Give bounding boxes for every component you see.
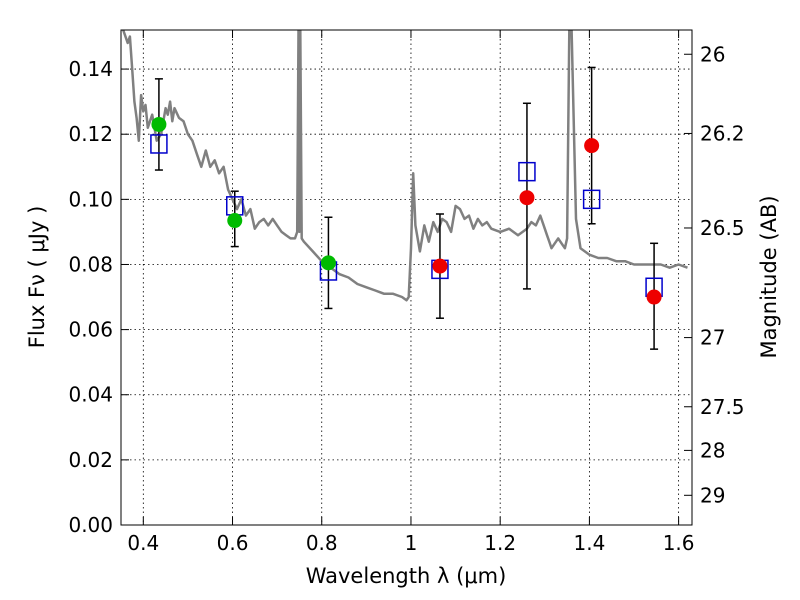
axis-ticks <box>121 30 692 526</box>
y-tick-label: 0.10 <box>68 187 113 211</box>
y-tick-label: 0.14 <box>68 57 113 81</box>
observed-flux-point <box>519 190 535 206</box>
x-axis-label: Wavelength λ (μm) <box>306 564 507 588</box>
model-photometry-point <box>582 189 601 210</box>
x-tick-labels: 0.4 0.6 0.8 1 1.2 1.4 1.6 <box>127 531 694 555</box>
y-tick-label: 0.06 <box>68 318 113 342</box>
magnitude-tick-label: 27.5 <box>700 395 745 419</box>
magnitude-tick-label: 27 <box>700 326 725 350</box>
y-tick-label: 0.02 <box>68 448 113 472</box>
y-tick-label: 0.12 <box>68 122 113 146</box>
observed-flux-point <box>320 255 336 271</box>
magnitude-tick-labels: 26 26.2 26.5 27 27.5 28 29 <box>700 42 745 507</box>
x-tick-label: 1.2 <box>484 531 516 555</box>
observed-flux-point <box>151 116 167 132</box>
x-tick-label: 1.4 <box>573 531 605 555</box>
observed-flux-markers <box>151 116 662 305</box>
observed-flux-point <box>584 138 600 154</box>
x-tick-label: 0.6 <box>217 531 249 555</box>
magnitude-tick-label: 29 <box>700 483 725 507</box>
model-spectrum-line <box>122 30 688 302</box>
y-tick-label: 0.04 <box>68 383 113 407</box>
y-tick-label: 0.00 <box>68 513 113 537</box>
magnitude-tick-label: 26.2 <box>700 121 745 145</box>
model-spectrum <box>122 30 688 302</box>
magnitude-tick-label: 28 <box>700 438 725 462</box>
y2-axis-label: Magnitude (AB) <box>757 195 781 358</box>
y-axis-label: Flux Fν ( μJy ) <box>25 206 49 349</box>
model-photometry-point <box>518 161 536 182</box>
x-tick-label: 1.6 <box>663 531 695 555</box>
x-tick-label: 1 <box>405 531 418 555</box>
x-tick-label: 0.8 <box>306 531 338 555</box>
grid <box>121 30 692 525</box>
model-photometry-point <box>150 134 168 154</box>
y-tick-labels: 0.00 0.02 0.04 0.06 0.08 0.10 0.12 0.14 <box>68 57 113 537</box>
observed-flux-point <box>646 289 662 305</box>
observed-flux-point <box>227 213 243 229</box>
magnitude-tick-label: 26.5 <box>700 216 745 240</box>
plot-frame <box>120 29 693 526</box>
x-tick-label: 0.4 <box>127 531 159 555</box>
y-tick-label: 0.08 <box>68 252 113 276</box>
observed-flux-point <box>432 258 448 274</box>
magnitude-tick-label: 26 <box>700 42 725 66</box>
